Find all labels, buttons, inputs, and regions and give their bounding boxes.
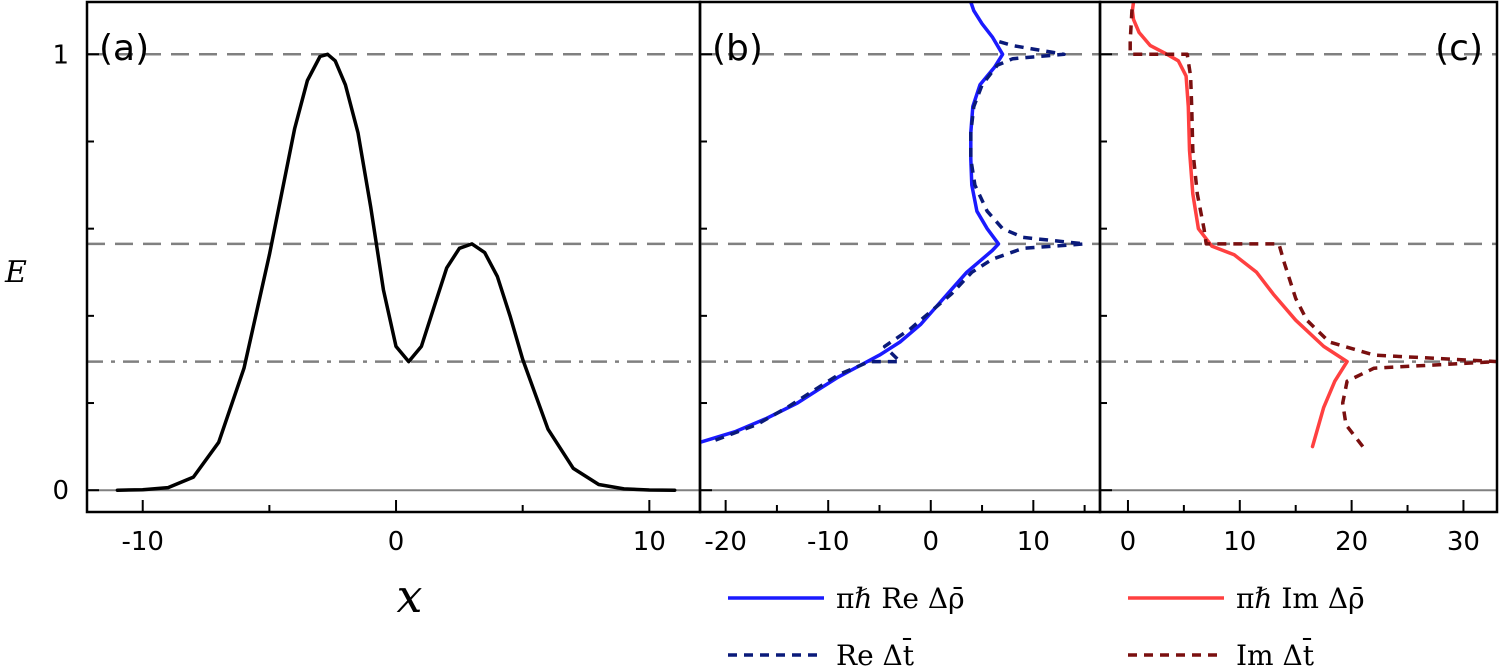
panel-label: (c) bbox=[1435, 28, 1483, 69]
panel-frame bbox=[698, 0, 1102, 514]
panel-2: -20 -10 0 10 (b) bbox=[698, 0, 1102, 557]
x-tick-label: 10 bbox=[1223, 527, 1256, 557]
panels: -10 0 10 0 1 (a) x E -20 -10 0 10 (b) 0 10 20 30 (c) bbox=[4, 0, 1499, 623]
x-tick-label: 20 bbox=[1335, 527, 1368, 557]
series-group bbox=[115, 52, 677, 492]
legend-entry-1: πℏ Re Δρ̄ bbox=[728, 582, 965, 615]
legend-label: Re Δt̄ bbox=[836, 637, 915, 669]
series-line-1 bbox=[1130, 2, 1349, 449]
legend-label: πℏ Im Δρ̄ bbox=[1236, 582, 1365, 615]
panel-label: (b) bbox=[712, 28, 763, 69]
series-line-1 bbox=[700, 2, 1005, 445]
x-tick-label: -20 bbox=[704, 527, 746, 557]
panel-frame bbox=[1098, 0, 1499, 514]
legend: πℏ Re Δρ̄ Re Δt̄ πℏ Im Δρ̄ Im Δt̄ bbox=[728, 582, 1365, 669]
series-group bbox=[1128, 2, 1497, 449]
panel-frame bbox=[85, 0, 702, 514]
panel-1: -10 0 10 0 1 (a) x E bbox=[4, 0, 702, 623]
x-tick-label: 0 bbox=[1120, 527, 1137, 557]
x-tick-label: 0 bbox=[922, 527, 939, 557]
legend-entry-2: Re Δt̄ bbox=[728, 637, 915, 669]
panel-label: (a) bbox=[99, 28, 149, 69]
legend-label: Im Δt̄ bbox=[1236, 637, 1315, 669]
x-tick-label: -10 bbox=[121, 527, 163, 557]
legend-entry-4: Im Δt̄ bbox=[1128, 637, 1315, 669]
y-tick-label: 0 bbox=[52, 476, 69, 506]
x-tick-label: -10 bbox=[807, 527, 849, 557]
x-tick-label: 30 bbox=[1447, 527, 1480, 557]
y-tick-label: 1 bbox=[52, 40, 69, 70]
y-axis-label: E bbox=[4, 255, 27, 290]
x-tick-label: 10 bbox=[633, 527, 666, 557]
series-group bbox=[700, 2, 1087, 445]
x-tick-label: 0 bbox=[388, 527, 405, 557]
legend-label: πℏ Re Δρ̄ bbox=[836, 582, 965, 615]
panel-3: 0 10 20 30 (c) bbox=[1098, 0, 1499, 557]
x-axis-label: x bbox=[397, 569, 423, 623]
series-line-2 bbox=[714, 39, 1087, 442]
series-line-1 bbox=[115, 52, 677, 492]
x-tick-label: 10 bbox=[1017, 527, 1050, 557]
series-line-2 bbox=[1128, 2, 1497, 448]
legend-entry-3: πℏ Im Δρ̄ bbox=[1128, 582, 1365, 615]
